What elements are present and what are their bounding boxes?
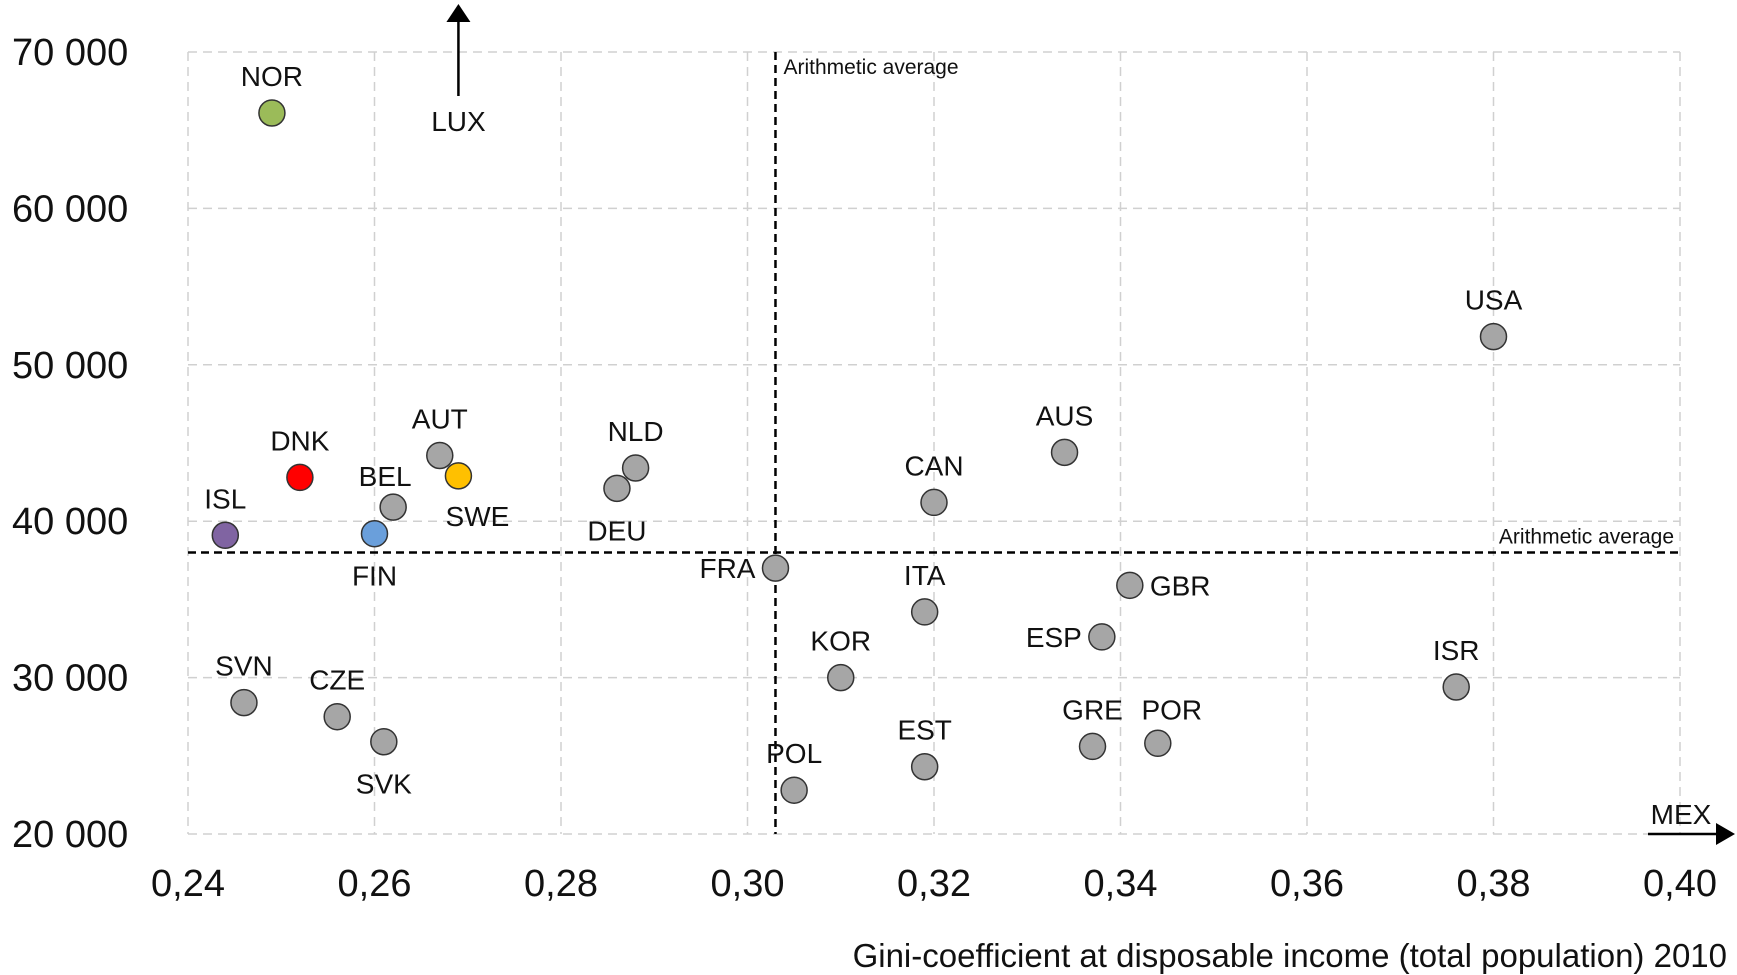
point-label-cze: CZE — [309, 665, 365, 696]
point-label-svk: SVK — [356, 769, 412, 800]
x-tick-label: 0,30 — [711, 863, 785, 905]
x-tick-label: 0,36 — [1270, 863, 1344, 905]
point-dnk — [286, 463, 314, 492]
offscale-label-mex: MEX — [1651, 799, 1712, 830]
point-gre — [1078, 732, 1107, 761]
point-label-kor: KOR — [810, 626, 871, 657]
point-isr — [1442, 673, 1470, 701]
y-tick-label: 30 000 — [12, 658, 128, 700]
offscale-label-lux: LUX — [431, 106, 486, 137]
point-label-isr: ISR — [1433, 635, 1480, 666]
average-lines: Arithmetic average Arithmetic average — [188, 52, 1680, 834]
point-label-dnk: DNK — [270, 425, 329, 456]
point-label-usa: USA — [1465, 285, 1523, 316]
point-esp — [1088, 623, 1116, 651]
point-svk — [370, 727, 398, 756]
y-tick-label: 60 000 — [12, 188, 128, 230]
point-nld — [621, 454, 650, 482]
lux-arrow-head — [446, 4, 471, 22]
point-est — [910, 752, 939, 781]
point-swe — [444, 462, 473, 490]
y-tick-label: 40 000 — [12, 501, 128, 543]
point-label-aut: AUT — [412, 404, 468, 435]
y-tick-label: 70 000 — [12, 32, 128, 74]
point-isl — [211, 521, 240, 550]
point-aut — [426, 441, 454, 470]
point-kor — [827, 663, 855, 692]
point-label-fin: FIN — [352, 561, 397, 592]
point-label-est: EST — [897, 715, 951, 746]
y-average-label: Arithmetic average — [1499, 525, 1674, 548]
x-tick-label: 0,38 — [1457, 863, 1531, 905]
mex-arrow-head — [1716, 823, 1735, 845]
point-nor — [258, 99, 286, 127]
x-tick-label: 0,32 — [897, 863, 971, 905]
point-label-pol: POL — [766, 738, 822, 769]
point-por — [1144, 729, 1172, 758]
point-label-esp: ESP — [1026, 622, 1082, 653]
x-average-label: Arithmetic average — [783, 56, 958, 79]
offscale-markers: LUX MEX — [431, 4, 1735, 845]
point-label-gre: GRE — [1062, 694, 1123, 725]
y-tick-label: 50 000 — [12, 345, 128, 387]
point-deu — [603, 474, 631, 503]
point-label-deu: DEU — [587, 515, 646, 546]
x-tick-label: 0,24 — [151, 863, 225, 905]
x-axis-ticks: 0,24 0,26 0,28 0,30 0,32 0,34 0,36 0,38 0,40 — [151, 863, 1717, 905]
y-axis-ticks: 20 000 30 000 40 000 50 000 60 000 70 000 — [12, 32, 128, 856]
point-fin — [360, 519, 389, 548]
point-label-isl: ISL — [204, 483, 246, 514]
point-label-can: CAN — [904, 450, 963, 481]
point-svn — [230, 688, 258, 717]
x-tick-label: 0,28 — [524, 863, 598, 905]
point-label-svn: SVN — [215, 651, 273, 682]
x-tick-label: 0,34 — [1084, 863, 1158, 905]
point-label-swe: SWE — [446, 501, 510, 532]
point-bel — [379, 493, 407, 521]
x-axis-title: Gini-coefficient at disposable income (t… — [853, 937, 1727, 974]
grid-layer — [187, 51, 1681, 835]
point-can — [920, 488, 948, 517]
point-label-nor: NOR — [241, 61, 303, 92]
point-label-aus: AUS — [1036, 400, 1094, 431]
point-pol — [780, 776, 808, 804]
point-label-nld: NLD — [608, 416, 664, 447]
point-label-bel: BEL — [359, 461, 412, 492]
point-aus — [1050, 438, 1079, 467]
point-usa — [1479, 322, 1508, 351]
point-label-ita: ITA — [904, 560, 946, 591]
y-tick-label: 20 000 — [12, 814, 128, 856]
point-ita — [910, 598, 939, 626]
point-gbr — [1116, 571, 1144, 600]
x-tick-label: 0,40 — [1643, 863, 1717, 905]
x-tick-label: 0,26 — [338, 863, 412, 905]
point-label-gbr: GBR — [1150, 570, 1211, 601]
point-label-por: POR — [1141, 694, 1202, 725]
point-fra — [761, 554, 790, 582]
point-label-fra: FRA — [699, 553, 755, 584]
point-cze — [323, 702, 351, 731]
